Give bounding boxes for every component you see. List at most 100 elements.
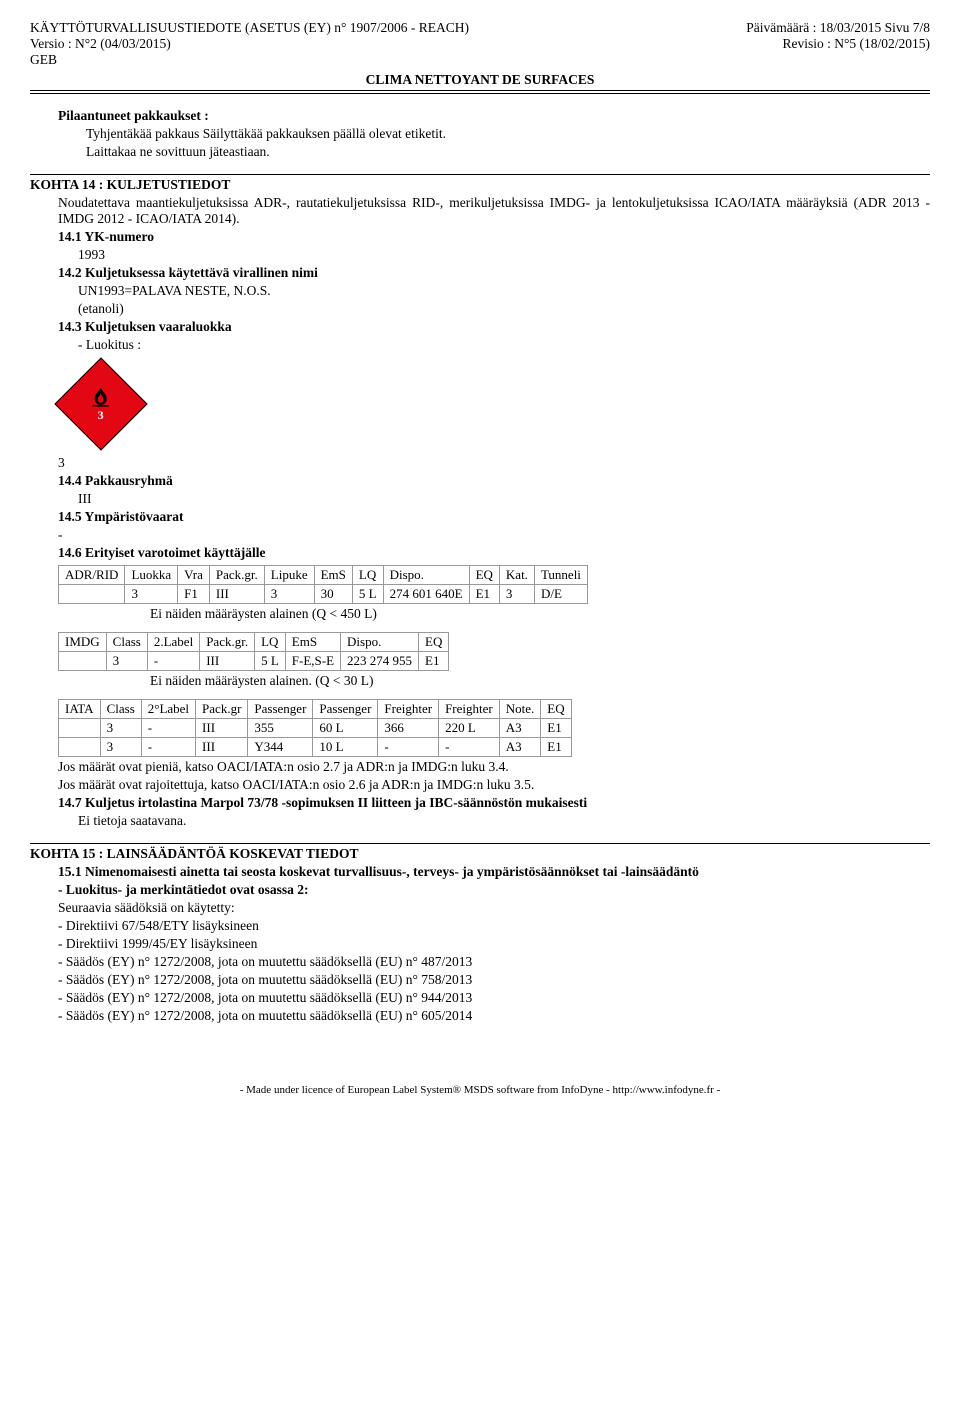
s14-5-value: - — [58, 527, 930, 543]
th: Kat. — [499, 566, 534, 585]
s14-5-title: 14.5 Ympäristövaarat — [58, 509, 930, 525]
td: F1 — [178, 585, 210, 604]
doc-title: CLIMA NETTOYANT DE SURFACES — [30, 72, 930, 88]
td: 5 L — [352, 585, 383, 604]
table-row: IMDG Class 2.Label Pack.gr. LQ EmS Dispo… — [59, 633, 449, 652]
hazard-diamond-icon: 3 — [54, 357, 147, 450]
footer-text: - Made under licence of European Label S… — [30, 1084, 930, 1096]
td — [59, 585, 125, 604]
s15-l1: - Luokitus- ja merkintätiedot ovat osass… — [58, 882, 930, 898]
td: III — [196, 719, 248, 738]
td — [59, 652, 107, 671]
td: 10 L — [313, 738, 378, 757]
s14-2-v1: UN1993=PALAVA NESTE, N.O.S. — [78, 283, 930, 299]
td: 3 — [499, 585, 534, 604]
adr-table: ADR/RID Luokka Vra Pack.gr. Lipuke EmS L… — [58, 565, 588, 604]
td: - — [439, 738, 500, 757]
s15-l5: - Säädös (EY) n° 1272/2008, jota on muut… — [58, 954, 930, 970]
s15-l6: - Säädös (EY) n° 1272/2008, jota on muut… — [58, 972, 930, 988]
s15-l2: Seuraavia säädöksiä on käytetty: — [58, 900, 930, 916]
s14-after-hazard: 3 — [58, 455, 930, 471]
td: 3 — [125, 585, 178, 604]
th: EmS — [285, 633, 340, 652]
s14-4-title: 14.4 Pakkausryhmä — [58, 473, 930, 489]
s14-3-value: - Luokitus : — [78, 337, 930, 353]
td: D/E — [534, 585, 587, 604]
adr-note: Ei näiden määräysten alainen (Q < 450 L) — [150, 606, 930, 622]
th: LQ — [255, 633, 286, 652]
td: 274 601 640E — [383, 585, 469, 604]
table-row: 3 - III 355 60 L 366 220 L A3 E1 — [59, 719, 572, 738]
hazard-class-num: 3 — [98, 408, 104, 423]
td — [59, 719, 101, 738]
header-right-2: Revisio : N°5 (18/02/2015) — [782, 36, 930, 52]
th: EQ — [469, 566, 499, 585]
th: EmS — [314, 566, 352, 585]
td: 5 L — [255, 652, 286, 671]
th: EQ — [541, 700, 571, 719]
td: - — [378, 738, 439, 757]
table-row: IATA Class 2°Label Pack.gr Passenger Pas… — [59, 700, 572, 719]
th: Passenger — [313, 700, 378, 719]
td: - — [141, 738, 195, 757]
th: Passenger — [248, 700, 313, 719]
td: E1 — [469, 585, 499, 604]
th: IMDG — [59, 633, 107, 652]
header-left-2: Versio : N°2 (04/03/2015) — [30, 36, 171, 52]
s15-title: KOHTA 15 : LAINSÄÄDÄNTÖÄ KOSKEVAT TIEDOT — [30, 846, 930, 862]
table-row: 3 - III 5 L F-E,S-E 223 274 955 E1 — [59, 652, 449, 671]
pilaantuneet-l1: Tyhjentäkää pakkaus Säilyttäkää pakkauks… — [86, 126, 930, 142]
th: Dispo. — [341, 633, 419, 652]
s14-intro: Noudatettava maantiekuljetuksissa ADR-, … — [58, 195, 930, 227]
table-row: 3 - III Y344 10 L - - A3 E1 — [59, 738, 572, 757]
imdg-table: IMDG Class 2.Label Pack.gr. LQ EmS Dispo… — [58, 632, 449, 671]
th: Freighter — [439, 700, 500, 719]
th: Lipuke — [264, 566, 314, 585]
s14-4-value: III — [78, 491, 930, 507]
s14-post2: Jos määrät ovat rajoitettuja, katso OACI… — [58, 777, 930, 793]
s14-7-value: Ei tietoja saatavana. — [78, 813, 930, 829]
td: 3 — [100, 719, 141, 738]
td: 355 — [248, 719, 313, 738]
s14-1-value: 1993 — [78, 247, 930, 263]
td: 60 L — [313, 719, 378, 738]
td: A3 — [499, 719, 541, 738]
s14-1-title: 14.1 YK-numero — [58, 229, 930, 245]
td: III — [200, 652, 255, 671]
td: III — [209, 585, 264, 604]
td: - — [147, 652, 199, 671]
iata-table: IATA Class 2°Label Pack.gr Passenger Pas… — [58, 699, 572, 757]
s14-3-title: 14.3 Kuljetuksen vaaraluokka — [58, 319, 930, 335]
th: Vra — [178, 566, 210, 585]
pilaantuneet-l2: Laittakaa ne sovittuun jäteastiaan. — [86, 144, 930, 160]
th: IATA — [59, 700, 101, 719]
header-right-1: Päivämäärä : 18/03/2015 Sivu 7/8 — [746, 20, 930, 36]
th: Class — [100, 700, 141, 719]
th: Pack.gr. — [200, 633, 255, 652]
section-15: KOHTA 15 : LAINSÄÄDÄNTÖÄ KOSKEVAT TIEDOT… — [30, 843, 930, 1024]
td: Y344 — [248, 738, 313, 757]
th: Dispo. — [383, 566, 469, 585]
th: 2.Label — [147, 633, 199, 652]
td: 220 L — [439, 719, 500, 738]
doc-header: KÄYTTÖTURVALLISUUSTIEDOTE (ASETUS (EY) n… — [30, 20, 930, 94]
td: 223 274 955 — [341, 652, 419, 671]
s14-2-title: 14.2 Kuljetuksessa käytettävä virallinen… — [58, 265, 930, 281]
flame-icon — [89, 386, 113, 410]
td: A3 — [499, 738, 541, 757]
td: - — [141, 719, 195, 738]
th: Pack.gr — [196, 700, 248, 719]
th: Freighter — [378, 700, 439, 719]
th: Tunneli — [534, 566, 587, 585]
td: E1 — [419, 652, 449, 671]
td: 3 — [100, 738, 141, 757]
td: E1 — [541, 719, 571, 738]
header-left-3: GEB — [30, 52, 930, 68]
s15-1-title: 15.1 Nimenomaisesti ainetta tai seosta k… — [58, 864, 930, 880]
s15-l8: - Säädös (EY) n° 1272/2008, jota on muut… — [58, 1008, 930, 1024]
table-row: 3 F1 III 3 30 5 L 274 601 640E E1 3 D/E — [59, 585, 588, 604]
s15-l3: - Direktiivi 67/548/ETY lisäyksineen — [58, 918, 930, 934]
th: Pack.gr. — [209, 566, 264, 585]
th: Luokka — [125, 566, 178, 585]
s15-l4: - Direktiivi 1999/45/EY lisäyksineen — [58, 936, 930, 952]
